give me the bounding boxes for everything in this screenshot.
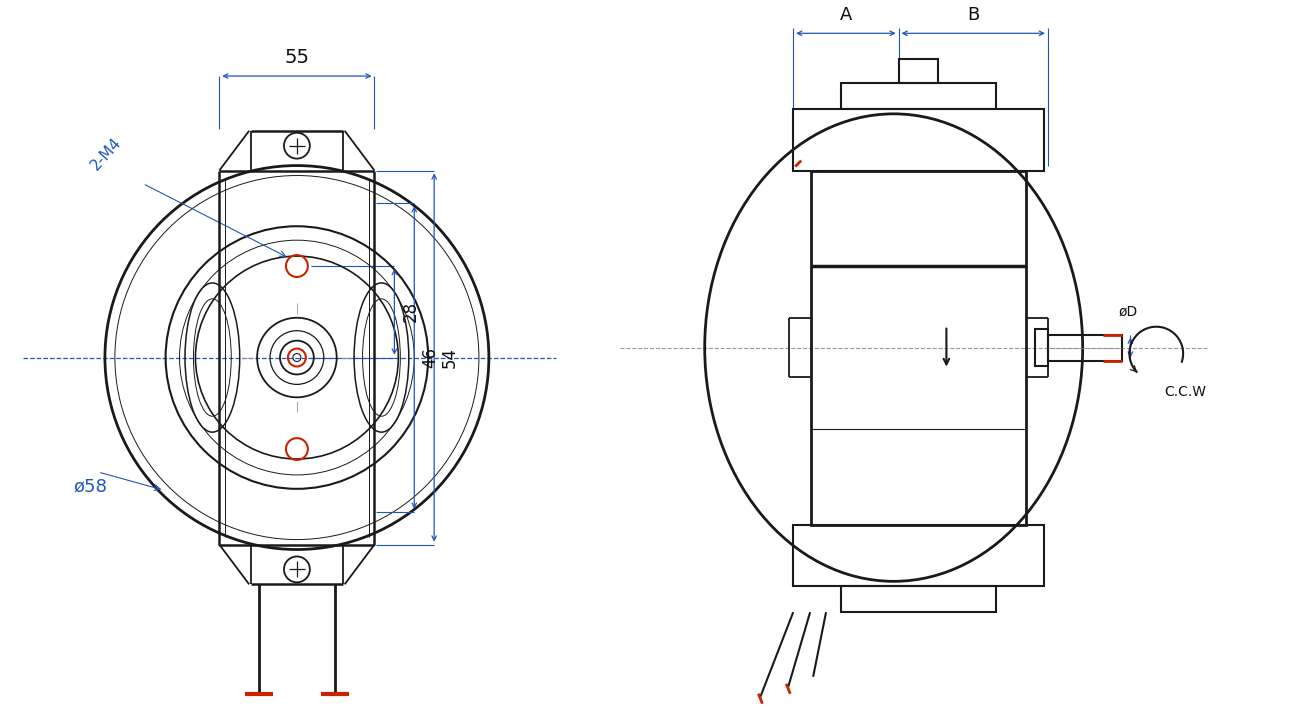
Bar — [793, 109, 1044, 171]
Bar — [898, 59, 939, 83]
Text: A: A — [840, 6, 852, 24]
Text: 55: 55 — [285, 48, 309, 67]
Text: B: B — [967, 6, 979, 24]
Text: 46: 46 — [421, 347, 439, 368]
Text: 2-M4: 2-M4 — [88, 135, 125, 173]
Bar — [841, 587, 996, 612]
Bar — [811, 171, 1026, 525]
Text: 54: 54 — [441, 347, 459, 368]
Bar — [793, 525, 1044, 587]
Text: ø58: ø58 — [73, 478, 107, 496]
Text: 28: 28 — [402, 301, 420, 323]
Bar — [1035, 328, 1048, 366]
Bar — [1048, 335, 1122, 361]
Text: C.C.W: C.C.W — [1165, 386, 1206, 399]
Text: øD: øD — [1119, 305, 1138, 319]
Bar — [841, 83, 996, 109]
